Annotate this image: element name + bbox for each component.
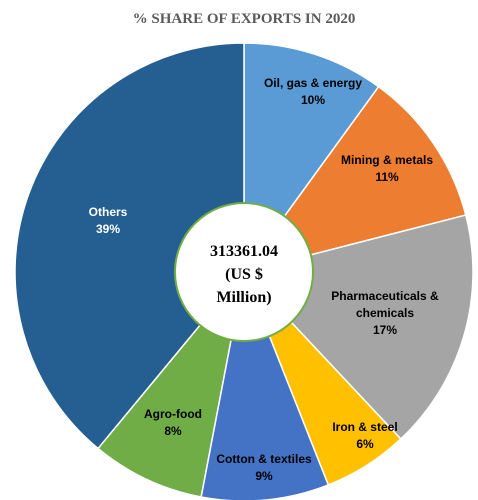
slice-label-value: 6% bbox=[356, 437, 374, 451]
center-circle bbox=[174, 202, 314, 342]
slice-label-name: Pharmaceuticals & chemicals bbox=[331, 289, 439, 320]
slice-label-value: 11% bbox=[375, 170, 399, 184]
slice-label-value: 17% bbox=[373, 323, 397, 337]
slice-label-name: Mining & metals bbox=[341, 153, 433, 167]
slice-label-value: 8% bbox=[164, 424, 182, 438]
chart-title: % SHARE OF EXPORTS IN 2020 bbox=[133, 11, 356, 27]
pie-slice-others bbox=[14, 42, 245, 450]
slice-label-value: 10% bbox=[301, 93, 325, 107]
center-label-line: (US $ bbox=[225, 266, 263, 283]
slice-label-name: Others bbox=[89, 205, 128, 219]
center-label: 313361.04 (US $ Million) bbox=[210, 243, 278, 306]
slice-label-value: 9% bbox=[255, 469, 273, 483]
slice-label-name: Agro-food bbox=[144, 407, 202, 421]
pie-slice-mining-metals bbox=[242, 85, 467, 274]
center-label-line: Million) bbox=[216, 289, 271, 306]
center-label-line: 313361.04 bbox=[210, 243, 278, 260]
slice-label-name: Cotton & textiles bbox=[216, 452, 312, 466]
slice-label-value: 39% bbox=[96, 222, 120, 236]
slice-label-name: Oil, gas & energy bbox=[264, 76, 362, 90]
slice-labels: Oil, gas & energy 10% Mining & metals 11% Ph… bbox=[89, 76, 439, 483]
slice-label-name: Iron & steel bbox=[332, 420, 397, 434]
